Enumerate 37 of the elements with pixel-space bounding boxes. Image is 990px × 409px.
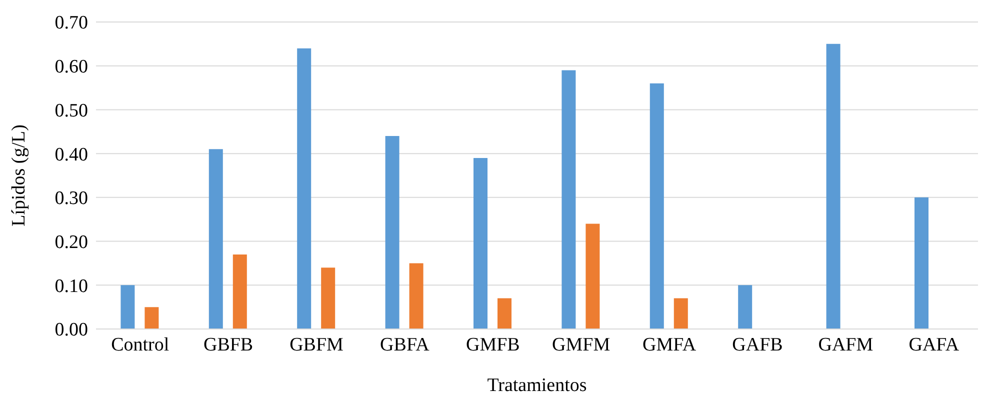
bar bbox=[120, 285, 135, 329]
bar bbox=[497, 298, 512, 329]
y-tick-label: 0.00 bbox=[54, 320, 88, 341]
bar bbox=[738, 285, 752, 329]
bar bbox=[208, 149, 223, 329]
bar bbox=[562, 70, 576, 329]
bar bbox=[586, 224, 600, 329]
y-tick-label: 0.50 bbox=[54, 100, 88, 122]
x-tick-label: GBFB bbox=[203, 334, 254, 356]
x-tick-label: GMFB bbox=[466, 334, 520, 356]
x-tick-label: GMFA bbox=[642, 334, 696, 356]
y-tick-label: 0.30 bbox=[54, 188, 88, 210]
bar bbox=[321, 268, 336, 329]
bar bbox=[385, 136, 400, 329]
bar bbox=[409, 263, 424, 329]
x-tick-label: GAFB bbox=[732, 334, 783, 356]
x-tick-label: GBFM bbox=[290, 334, 344, 356]
y-tick-label: 0.60 bbox=[54, 56, 88, 78]
bar bbox=[650, 83, 664, 329]
x-tick-label: GAFA bbox=[908, 334, 960, 356]
bar bbox=[144, 307, 159, 329]
bar bbox=[826, 44, 840, 329]
x-tick-label: GMFM bbox=[552, 334, 610, 356]
y-axis-title: Lípidos (g/L) bbox=[8, 124, 30, 226]
y-tick-label: 0.40 bbox=[54, 144, 88, 166]
bar bbox=[232, 254, 247, 329]
x-axis-title: Tratamientos bbox=[487, 375, 587, 396]
x-tick-label: GAFM bbox=[818, 334, 874, 356]
bar bbox=[297, 48, 312, 329]
bar bbox=[473, 158, 488, 329]
y-tick-label: 0.10 bbox=[54, 276, 88, 297]
y-tick-label: 0.70 bbox=[54, 12, 88, 34]
x-tick-label: Control bbox=[111, 334, 170, 356]
y-tick-label: 0.20 bbox=[54, 232, 88, 254]
x-tick-label: GBFA bbox=[380, 334, 430, 356]
bar bbox=[914, 197, 928, 329]
bar bbox=[674, 298, 688, 329]
